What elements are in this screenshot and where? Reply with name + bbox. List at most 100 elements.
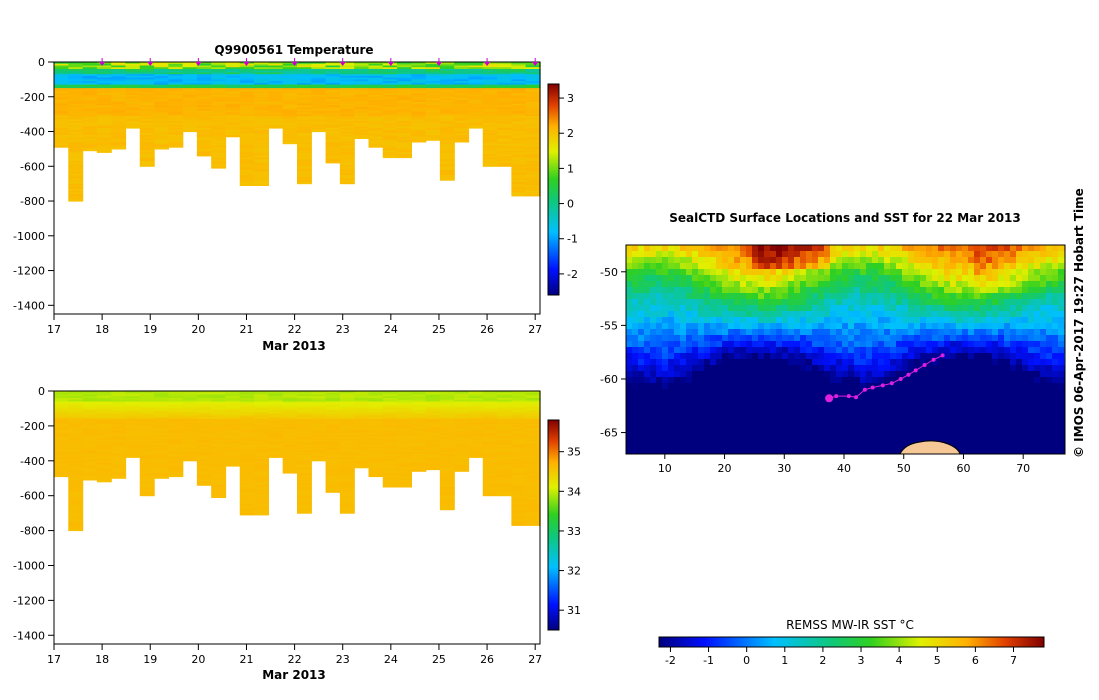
profile-cell (239, 431, 255, 434)
profile-cell (239, 481, 255, 484)
profile-cell (411, 408, 427, 411)
profile-cell (68, 96, 84, 100)
sst-cell (956, 275, 963, 282)
profile-cell (196, 98, 212, 101)
profile-cell (511, 471, 527, 474)
profile-cell (282, 136, 298, 139)
sst-cell (938, 287, 945, 294)
sst-cell (686, 269, 693, 276)
sst-cell (1034, 257, 1041, 264)
profile-cell (154, 91, 169, 94)
profile-cell (96, 476, 112, 479)
profile-cell (368, 398, 384, 401)
profile-cell (454, 432, 470, 436)
sst-cell (914, 251, 921, 258)
profile-cell (297, 459, 312, 462)
profile-cell (254, 453, 269, 457)
profile-cell (54, 429, 69, 432)
profile-cell (439, 164, 455, 167)
profile-cell (196, 431, 212, 434)
profile-cell (254, 408, 269, 411)
profile-cell (196, 124, 212, 127)
sst-cell (716, 305, 723, 312)
y-tick-label: -1000 (13, 230, 45, 243)
profile-cell (111, 145, 127, 148)
profile-cell (96, 441, 112, 444)
profile-cell (254, 401, 269, 404)
sst-cell (950, 251, 957, 258)
sst-cell (836, 275, 843, 282)
sst-cell (626, 299, 633, 306)
profile-cell (325, 140, 341, 143)
sst-cell (830, 245, 837, 252)
profile-cell (211, 396, 227, 399)
profile-cell (411, 91, 427, 94)
profile-cell (354, 88, 370, 91)
sst-cell (686, 275, 693, 282)
profile-cell (225, 63, 241, 66)
profile-cell (339, 476, 355, 479)
profile-cell (182, 417, 198, 420)
profile-cell (111, 425, 127, 429)
profile-cell (96, 417, 112, 420)
profile-cell (411, 436, 427, 439)
sst-cell (764, 299, 771, 306)
profile-cell (125, 453, 141, 457)
x-tick-label: 27 (528, 323, 542, 336)
profile-cell (282, 77, 298, 80)
profile-cell (168, 103, 184, 106)
profile-cell (96, 86, 112, 89)
profile-cell (339, 77, 355, 80)
profile-cell (154, 98, 169, 101)
profile-cell (68, 67, 84, 70)
profile-cell (368, 439, 384, 443)
profile-cell (139, 121, 155, 124)
profile-cell (339, 429, 355, 432)
profile-cell (111, 438, 127, 441)
profile-cell (439, 441, 455, 444)
sst-cell (710, 293, 717, 300)
profile-cell (96, 413, 112, 416)
profile-cell (182, 455, 198, 458)
sst-cell (836, 299, 843, 306)
profile-cell (211, 406, 227, 409)
sst-cell (746, 323, 753, 330)
profile-cell (68, 413, 84, 416)
profile-cell (497, 405, 512, 408)
surface-marker (291, 62, 298, 66)
profile-cell (54, 133, 69, 136)
profile-cell (68, 164, 84, 167)
profile-cell (211, 434, 227, 437)
sst-cell (842, 269, 849, 276)
profile-cell (468, 432, 484, 436)
profile-cell (368, 411, 384, 415)
sst-cell (716, 245, 723, 252)
profile-cell (368, 455, 384, 458)
sst-cell (836, 269, 843, 276)
profile-cell (254, 396, 269, 399)
profile-cell (382, 70, 398, 73)
profile-cell (268, 65, 284, 68)
profile-cell (68, 459, 84, 462)
profile-cell (482, 392, 498, 395)
profile-cell (439, 168, 455, 171)
profile-cell (425, 436, 441, 439)
profile-cell (511, 178, 527, 181)
profile-cell (96, 126, 112, 129)
profile-cell (482, 462, 498, 465)
profile-cell (54, 74, 69, 77)
profile-cell (325, 452, 341, 455)
sst-cell (1040, 251, 1047, 258)
profile-cell (139, 457, 155, 460)
profile-cell (68, 157, 84, 160)
profile-cell (139, 82, 155, 86)
sst-cell (728, 329, 735, 336)
profile-cell (96, 135, 112, 138)
profile-cell (454, 102, 470, 105)
profile-cell (68, 403, 84, 406)
profile-cell (168, 418, 184, 422)
profile-cell (211, 115, 227, 119)
sst-cell (728, 263, 735, 270)
profile-cell (425, 63, 441, 66)
profile-cell (425, 455, 441, 458)
